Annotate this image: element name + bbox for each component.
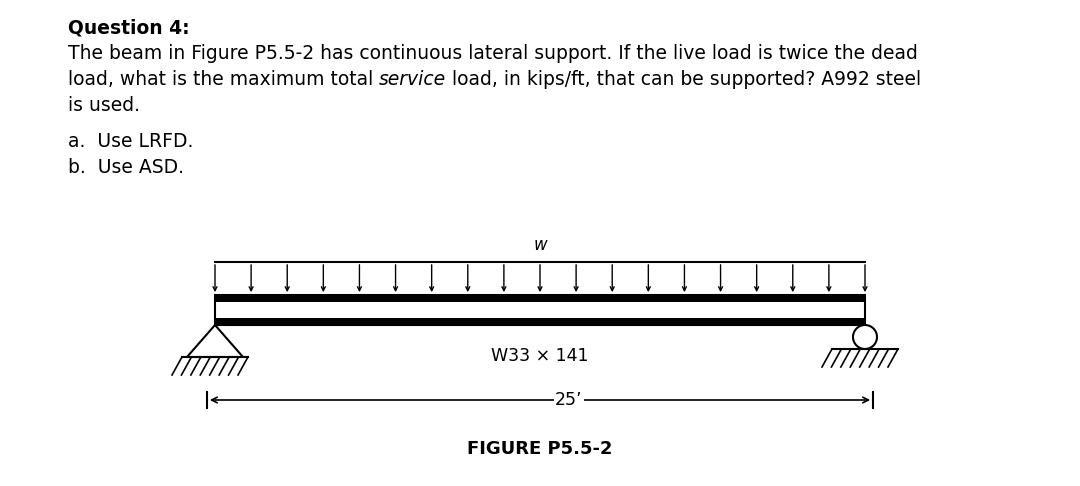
Text: W33 × 141: W33 × 141 <box>491 347 589 365</box>
Text: is used.: is used. <box>68 96 140 115</box>
Bar <box>215 295 865 302</box>
Bar <box>215 295 865 325</box>
Text: a.  Use LRFD.: a. Use LRFD. <box>68 132 193 151</box>
Text: load, what is the maximum total: load, what is the maximum total <box>68 70 379 89</box>
Circle shape <box>853 325 877 349</box>
Text: Question 4:: Question 4: <box>68 18 190 37</box>
Text: The beam in Figure P5.5-2 has continuous lateral support. If the live load is tw: The beam in Figure P5.5-2 has continuous… <box>68 44 918 63</box>
Text: w: w <box>534 236 546 254</box>
Bar <box>215 302 865 318</box>
Text: 25’: 25’ <box>555 391 582 409</box>
Text: load, in kips/ft, that can be supported? A992 steel: load, in kips/ft, that can be supported?… <box>446 70 921 89</box>
Polygon shape <box>187 325 243 357</box>
Bar <box>215 318 865 325</box>
Text: service: service <box>379 70 446 89</box>
Text: b.  Use ASD.: b. Use ASD. <box>68 158 184 177</box>
Text: FIGURE P5.5-2: FIGURE P5.5-2 <box>468 440 612 458</box>
